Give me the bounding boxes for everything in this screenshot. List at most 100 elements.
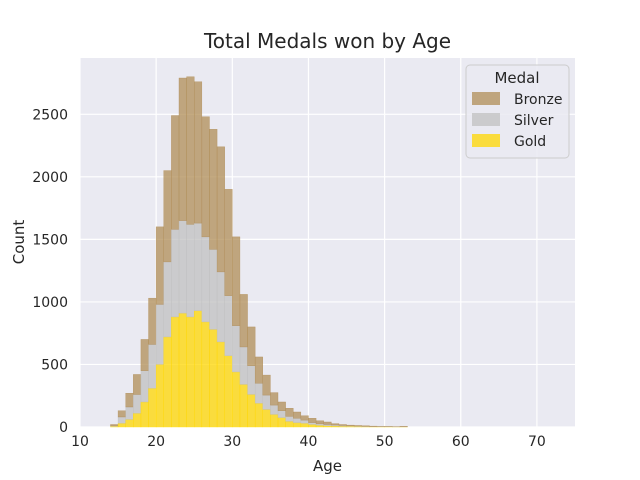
bar-gold (254, 403, 263, 428)
bar-bronze (155, 226, 164, 305)
x-tick-label: 30 (223, 434, 241, 450)
bar-gold (270, 414, 279, 428)
bar-bronze (133, 374, 142, 395)
bar-gold (163, 336, 172, 428)
x-tick-label: 20 (147, 434, 165, 450)
x-tick-label: 70 (528, 434, 546, 450)
bar-gold (239, 384, 248, 428)
bar-gold (315, 425, 324, 428)
bar-gold (125, 419, 134, 428)
bar-gold (216, 341, 225, 428)
bar-bronze (353, 425, 362, 427)
bar-bronze (254, 356, 263, 384)
y-tick-label: 2500 (32, 107, 68, 123)
bar-bronze (110, 424, 119, 426)
bar-bronze (247, 326, 256, 366)
bar-silver (201, 236, 210, 323)
bar-silver (308, 422, 317, 425)
bar-silver (186, 224, 195, 318)
bar-bronze (331, 423, 340, 426)
x-tick-label: 10 (71, 434, 89, 450)
y-tick-label: 1000 (32, 295, 68, 311)
legend-swatch-bronze (472, 92, 500, 105)
bar-bronze (186, 76, 195, 225)
legend-swatch-gold (472, 134, 500, 147)
bar-bronze (216, 146, 225, 273)
bar-bronze (262, 374, 271, 396)
bar-bronze (308, 418, 317, 423)
bar-bronze (209, 129, 218, 250)
bar-silver (224, 295, 233, 356)
bar-gold (186, 316, 195, 428)
bar-bronze (117, 410, 126, 418)
bar-silver (178, 220, 187, 314)
bar-bronze (224, 189, 233, 296)
bar-gold (171, 316, 180, 428)
bar-bronze (178, 77, 187, 221)
bar-bronze (201, 116, 210, 238)
bar-silver (262, 394, 271, 410)
bar-gold (308, 424, 317, 428)
bar-silver (277, 410, 286, 418)
bar-bronze (293, 411, 302, 419)
bar-bronze (194, 81, 203, 224)
bar-bronze (300, 415, 309, 421)
bar-bronze (270, 392, 279, 406)
bar-gold (178, 312, 187, 428)
bar-bronze (125, 393, 134, 408)
bar-gold (140, 401, 149, 428)
bar-silver (300, 419, 309, 424)
legend: Medal Bronze Silver Gold (465, 64, 570, 159)
x-tick-label: 60 (452, 434, 470, 450)
bar-gold (262, 409, 271, 428)
bar-bronze (285, 408, 294, 417)
bar-gold (247, 394, 256, 428)
bar-silver (163, 261, 172, 338)
bar-gold (277, 417, 286, 428)
chart-title: Total Medals won by Age (203, 29, 451, 53)
bar-bronze (232, 236, 241, 326)
bar-gold (194, 310, 203, 428)
y-tick-label: 500 (41, 357, 68, 373)
histogram-bars (110, 76, 408, 428)
bar-silver (117, 416, 126, 424)
x-tick-label: 50 (376, 434, 394, 450)
legend-label-gold: Gold (514, 134, 546, 150)
bar-gold (300, 423, 309, 428)
y-tick-label: 0 (59, 420, 68, 436)
bar-gold (293, 422, 302, 428)
bar-bronze (148, 297, 157, 345)
x-tick-label: 40 (300, 434, 318, 450)
bar-silver (171, 229, 180, 318)
bar-silver (148, 344, 157, 389)
bar-silver (133, 394, 142, 414)
legend-label-bronze: Bronze (514, 92, 562, 108)
y-axis-label: Count (10, 220, 28, 265)
legend-label-silver: Silver (514, 113, 554, 129)
bar-silver (125, 406, 134, 420)
bar-bronze (277, 401, 286, 411)
bar-bronze (239, 294, 248, 348)
bar-bronze (361, 425, 370, 427)
x-axis-label: Age (313, 457, 342, 475)
bar-gold (117, 423, 126, 428)
bar-bronze (346, 424, 355, 426)
bar-gold (209, 329, 218, 428)
bar-silver (155, 304, 164, 365)
bar-silver (315, 423, 324, 426)
bar-gold (133, 413, 142, 428)
bar-bronze (338, 424, 347, 426)
bar-silver (285, 416, 294, 422)
y-tick-label: 2000 (32, 170, 68, 186)
bar-silver (270, 404, 279, 415)
bar-silver (209, 249, 218, 330)
bar-silver (293, 418, 302, 423)
bar-bronze (315, 420, 324, 425)
legend-items: Bronze Silver Gold (472, 92, 562, 150)
bar-gold (224, 355, 233, 428)
bar-bronze (323, 421, 332, 425)
bar-silver (254, 383, 263, 404)
bar-gold (232, 371, 241, 428)
bar-bronze (171, 115, 180, 230)
